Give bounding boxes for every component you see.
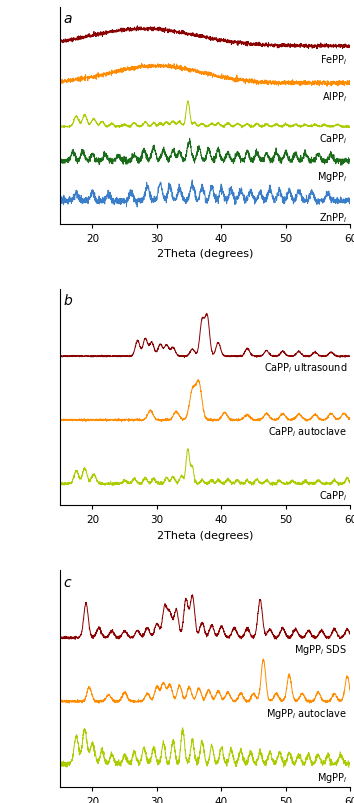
X-axis label: 2Theta (degrees): 2Theta (degrees) bbox=[157, 249, 253, 259]
Text: FePP$_i$: FePP$_i$ bbox=[320, 53, 347, 67]
X-axis label: 2Theta (degrees): 2Theta (degrees) bbox=[157, 530, 253, 540]
Text: AlPP$_i$: AlPP$_i$ bbox=[322, 91, 347, 104]
Text: ZnPP$_i$: ZnPP$_i$ bbox=[319, 211, 347, 225]
Text: b: b bbox=[63, 294, 72, 308]
Text: MgPP$_i$ autoclave: MgPP$_i$ autoclave bbox=[266, 707, 347, 720]
Text: CaPP$_i$ autoclave: CaPP$_i$ autoclave bbox=[268, 425, 347, 438]
Text: CaPP$_i$ ultrasound: CaPP$_i$ ultrasound bbox=[264, 361, 347, 375]
Text: MgPP$_i$: MgPP$_i$ bbox=[317, 169, 347, 183]
Text: c: c bbox=[63, 575, 71, 589]
Text: CaPP$_i$: CaPP$_i$ bbox=[319, 489, 347, 503]
Text: MgPP$_i$: MgPP$_i$ bbox=[317, 770, 347, 785]
Text: MgPP$_i$ SDS: MgPP$_i$ SDS bbox=[294, 642, 347, 656]
Text: CaPP$_i$: CaPP$_i$ bbox=[319, 132, 347, 146]
Text: a: a bbox=[63, 12, 72, 26]
